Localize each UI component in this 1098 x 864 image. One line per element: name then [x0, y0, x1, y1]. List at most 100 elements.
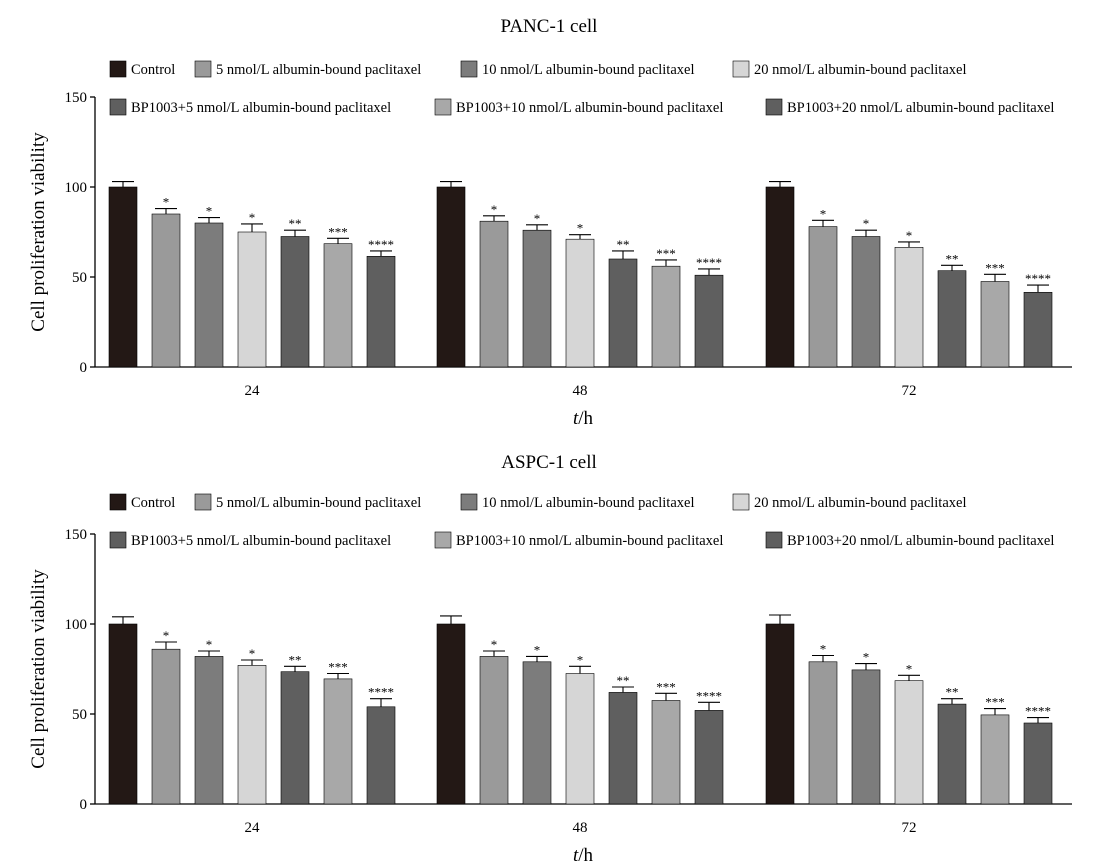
- bar: [1023, 291, 1053, 368]
- significance-label: *: [906, 661, 913, 676]
- significance-label: *: [820, 642, 827, 657]
- x-axis-label-unit: /h: [578, 845, 593, 864]
- legend-item: 5 nmol/L albumin-bound paclitaxel: [194, 493, 421, 511]
- bar: [937, 703, 967, 805]
- legend-label: Control: [131, 495, 175, 511]
- significance-label: *: [249, 646, 256, 661]
- legend-item: BP1003+10 nmol/L albumin-bound paclitaxe…: [434, 531, 723, 549]
- x-axis-label-variable: t: [573, 845, 579, 864]
- bar: [894, 680, 924, 805]
- significance-label: ***: [985, 695, 1005, 710]
- significance-label: ****: [1025, 704, 1051, 719]
- bar: [151, 648, 181, 805]
- bar: [565, 238, 595, 368]
- bar-group-24: ************24: [108, 616, 396, 836]
- y-tick-label: 150: [65, 527, 88, 543]
- bar: [608, 692, 638, 805]
- significance-label: *: [820, 206, 827, 221]
- bar: [479, 656, 509, 805]
- bar: [894, 247, 924, 368]
- legend-label: BP1003+10 nmol/L albumin-bound paclitaxe…: [456, 533, 723, 549]
- x-axis-label-variable: t: [573, 408, 579, 429]
- legend-label: 10 nmol/L albumin-bound paclitaxel: [482, 495, 695, 511]
- y-tick-label: 0: [80, 797, 88, 813]
- bar: [565, 673, 595, 805]
- bar: [522, 661, 552, 805]
- y-tick-label: 100: [65, 180, 88, 196]
- significance-label: *: [491, 202, 498, 217]
- legend-label: 5 nmol/L albumin-bound paclitaxel: [216, 62, 421, 78]
- significance-label: *: [577, 652, 584, 667]
- significance-label: **: [946, 251, 959, 266]
- significance-label: ***: [328, 660, 348, 675]
- legend-swatch: [194, 493, 212, 511]
- significance-label: ****: [368, 237, 394, 252]
- x-tick-label: 72: [902, 820, 917, 836]
- legend-item: Control: [109, 493, 175, 511]
- bar: [980, 714, 1010, 805]
- significance-label: *: [577, 221, 584, 236]
- legend-label: BP1003+5 nmol/L albumin-bound paclitaxel: [131, 533, 391, 549]
- bar: [851, 669, 881, 805]
- x-axis-label: t/h: [573, 408, 594, 429]
- bar: [108, 623, 138, 805]
- significance-label: ***: [985, 260, 1005, 275]
- bar: [765, 623, 795, 805]
- legend-swatch: [434, 531, 452, 549]
- legend-swatch: [732, 60, 750, 78]
- legend-label: BP1003+10 nmol/L albumin-bound paclitaxe…: [456, 100, 723, 116]
- bar: [1023, 722, 1053, 805]
- legend-item: BP1003+10 nmol/L albumin-bound paclitaxe…: [434, 98, 723, 116]
- bar: [479, 220, 509, 368]
- significance-label: ****: [696, 688, 722, 703]
- legend-label: 20 nmol/L albumin-bound paclitaxel: [754, 495, 967, 511]
- x-axis-label-unit: /h: [578, 408, 593, 429]
- significance-label: *: [863, 650, 870, 665]
- significance-label: *: [163, 628, 170, 643]
- legend-label: 20 nmol/L albumin-bound paclitaxel: [754, 62, 967, 78]
- x-tick-label: 24: [245, 383, 261, 399]
- bar-group-24: ************24: [108, 181, 396, 399]
- significance-label: ***: [328, 224, 348, 239]
- significance-label: *: [534, 642, 541, 657]
- bar: [694, 710, 724, 805]
- bar: [366, 706, 396, 805]
- significance-label: **: [617, 237, 630, 252]
- x-tick-label: 24: [245, 820, 261, 836]
- chart-title: ASPC-1 cell: [501, 452, 597, 473]
- significance-label: *: [863, 216, 870, 231]
- legend-swatch: [109, 98, 127, 116]
- legend-swatch: [460, 493, 478, 511]
- bar-group-72: ************72: [765, 181, 1053, 399]
- legend: Control 5 nmol/L albumin-bound paclitaxel…: [109, 493, 1054, 549]
- bar: [980, 281, 1010, 368]
- legend-label: BP1003+20 nmol/L albumin-bound paclitaxe…: [787, 100, 1054, 116]
- significance-label: ***: [656, 246, 676, 261]
- legend: Control 5 nmol/L albumin-bound paclitaxel…: [109, 60, 1054, 116]
- significance-label: **: [289, 216, 302, 231]
- significance-label: *: [206, 204, 213, 219]
- significance-label: ****: [368, 685, 394, 700]
- bar-group-48: ************48: [436, 181, 724, 399]
- bar: [694, 274, 724, 368]
- legend-swatch: [109, 531, 127, 549]
- legend-label: 5 nmol/L albumin-bound paclitaxel: [216, 495, 421, 511]
- legend-label: Control: [131, 62, 175, 78]
- y-tick-label: 100: [65, 617, 88, 633]
- bar: [808, 226, 838, 368]
- legend-item: BP1003+5 nmol/L albumin-bound paclitaxel: [109, 98, 391, 116]
- legend-swatch: [109, 493, 127, 511]
- y-axis-label: Cell proliferation viability: [28, 132, 49, 332]
- legend-label: BP1003+5 nmol/L albumin-bound paclitaxel: [131, 100, 391, 116]
- legend-swatch: [434, 98, 452, 116]
- bar: [323, 678, 353, 805]
- x-tick-label: 48: [573, 820, 588, 836]
- legend-label: 10 nmol/L albumin-bound paclitaxel: [482, 62, 695, 78]
- legend-item: 10 nmol/L albumin-bound paclitaxel: [460, 60, 695, 78]
- chart-panel-1: PANC-1 cell Control 5 nmol/L albumin-bound…: [28, 16, 1072, 429]
- bar: [436, 623, 466, 805]
- significance-label: *: [249, 210, 256, 225]
- x-tick-label: 72: [902, 383, 917, 399]
- bar: [280, 671, 310, 805]
